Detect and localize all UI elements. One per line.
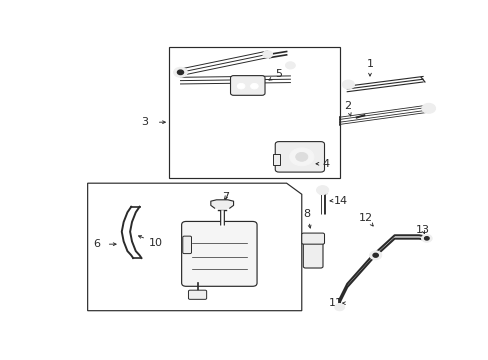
Text: 2: 2 <box>343 100 350 116</box>
Circle shape <box>421 103 435 113</box>
Text: 14: 14 <box>333 195 347 206</box>
FancyBboxPatch shape <box>275 141 324 172</box>
Circle shape <box>372 253 378 257</box>
FancyBboxPatch shape <box>301 233 324 244</box>
Text: 6: 6 <box>93 239 101 249</box>
Circle shape <box>262 51 272 58</box>
Text: 4: 4 <box>315 159 329 169</box>
Circle shape <box>173 67 187 77</box>
Text: 12: 12 <box>358 213 372 226</box>
Text: 10: 10 <box>138 235 163 248</box>
Circle shape <box>295 152 307 161</box>
Polygon shape <box>210 200 233 208</box>
Circle shape <box>285 62 295 69</box>
FancyBboxPatch shape <box>230 76 264 95</box>
Circle shape <box>334 303 344 311</box>
Text: 13: 13 <box>415 225 429 235</box>
Text: 11: 11 <box>328 298 342 308</box>
Circle shape <box>250 84 258 89</box>
FancyBboxPatch shape <box>183 236 191 253</box>
Polygon shape <box>87 183 301 311</box>
FancyBboxPatch shape <box>303 241 323 268</box>
Text: 9: 9 <box>188 291 195 301</box>
Circle shape <box>237 84 244 89</box>
Bar <box>169 48 339 177</box>
Circle shape <box>421 234 431 242</box>
Text: 3: 3 <box>141 117 148 127</box>
Text: 7: 7 <box>222 192 229 202</box>
Circle shape <box>316 186 328 194</box>
Text: 8: 8 <box>303 209 310 228</box>
Circle shape <box>369 251 381 260</box>
FancyBboxPatch shape <box>181 221 257 286</box>
Text: 1: 1 <box>366 59 373 76</box>
Circle shape <box>177 70 183 75</box>
Text: 5: 5 <box>268 69 282 80</box>
Circle shape <box>424 237 428 240</box>
Circle shape <box>289 148 313 166</box>
FancyBboxPatch shape <box>188 290 206 299</box>
Bar <box>273 154 280 165</box>
Circle shape <box>342 80 354 89</box>
